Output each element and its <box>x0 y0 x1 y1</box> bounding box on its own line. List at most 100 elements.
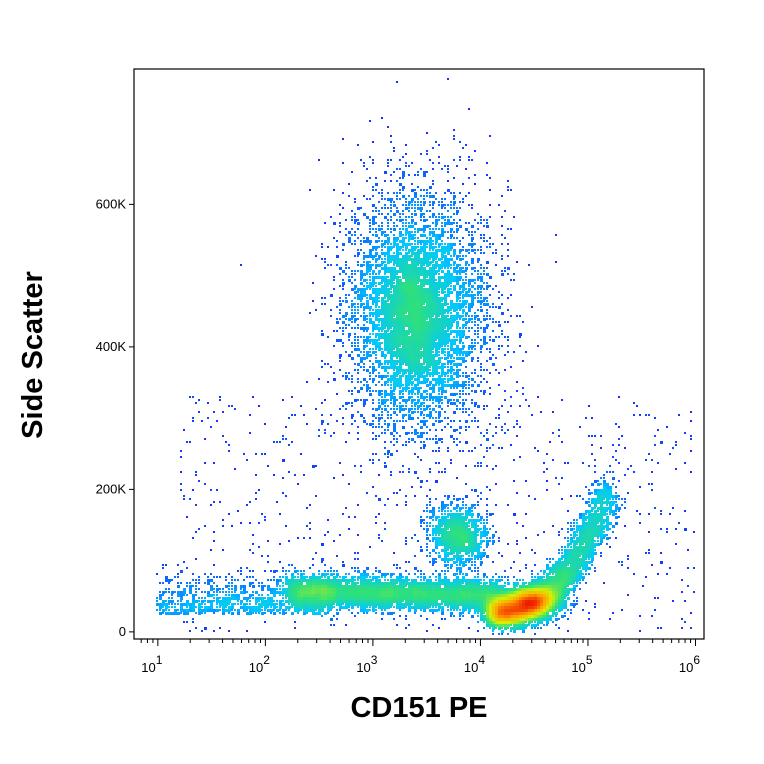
event-dot <box>387 255 390 258</box>
event-dot <box>471 339 473 341</box>
event-dot <box>570 546 572 548</box>
event-dot <box>591 549 594 552</box>
event-dot <box>255 492 257 494</box>
event-dot <box>264 519 266 521</box>
event-dot <box>483 303 486 306</box>
event-dot <box>327 423 329 425</box>
event-dot <box>345 573 347 575</box>
event-dot <box>579 537 582 540</box>
event-dot <box>261 597 264 600</box>
event-dot <box>483 336 486 339</box>
event-dot <box>393 387 396 390</box>
event-dot <box>480 264 482 266</box>
event-dot <box>450 216 452 218</box>
event-dot <box>426 399 428 401</box>
event-dot <box>264 597 266 599</box>
event-dot <box>405 432 408 435</box>
event-dot <box>243 453 245 455</box>
event-dot <box>357 237 359 239</box>
event-dot <box>297 603 300 606</box>
event-dot <box>366 288 368 290</box>
event-dot <box>378 375 381 378</box>
event-dot <box>423 339 426 342</box>
event-dot <box>366 168 368 170</box>
event-dot <box>459 342 461 344</box>
event-dot <box>453 378 455 380</box>
event-dot <box>321 402 323 404</box>
event-dot <box>432 516 434 518</box>
event-dot <box>462 522 465 525</box>
event-dot <box>231 606 234 609</box>
event-dot <box>426 369 429 372</box>
event-dot <box>237 510 239 512</box>
event-dot <box>369 297 372 300</box>
event-dot <box>282 570 284 572</box>
event-dot <box>378 255 381 258</box>
event-dot <box>363 363 365 365</box>
event-dot <box>390 327 392 329</box>
event-dot <box>357 381 359 383</box>
event-dot <box>465 441 468 444</box>
event-dot <box>444 339 447 342</box>
event-dot <box>450 459 452 461</box>
event-dot <box>432 267 435 270</box>
event-dot <box>480 609 483 612</box>
event-dot <box>618 510 620 512</box>
event-dot <box>426 192 428 194</box>
event-dot <box>447 291 450 294</box>
event-dot <box>405 561 407 563</box>
event-dot <box>438 516 440 518</box>
event-dot <box>561 498 563 500</box>
event-dot <box>492 627 495 630</box>
event-dot <box>588 555 591 558</box>
event-dot <box>345 582 348 585</box>
event-dot <box>450 321 453 324</box>
event-dot <box>390 297 393 300</box>
event-dot <box>366 399 368 401</box>
event-dot <box>357 363 360 366</box>
event-dot <box>594 531 597 534</box>
event-dot <box>486 309 488 311</box>
event-dot <box>471 351 473 353</box>
event-dot <box>594 489 597 492</box>
event-dot <box>450 246 453 249</box>
event-dot <box>375 453 377 455</box>
event-dot <box>375 315 378 318</box>
event-dot <box>384 252 387 255</box>
event-dot <box>396 432 398 434</box>
event-dot <box>393 171 395 173</box>
event-dot <box>561 477 563 479</box>
event-dot <box>447 579 450 582</box>
event-dot <box>495 417 497 419</box>
event-dot <box>393 327 396 330</box>
event-dot <box>669 453 671 455</box>
event-dot <box>483 573 486 576</box>
event-dot <box>429 600 432 603</box>
event-dot <box>666 531 668 533</box>
event-dot <box>471 327 473 329</box>
event-dot <box>363 294 366 297</box>
event-dot <box>471 516 473 518</box>
event-dot <box>435 579 437 581</box>
event-dot <box>381 195 383 197</box>
event-dot <box>459 330 462 333</box>
event-dot <box>378 282 381 285</box>
event-dot <box>474 489 477 492</box>
event-dot <box>222 600 225 603</box>
event-dot <box>627 567 629 569</box>
event-dot <box>432 423 435 426</box>
event-dot <box>366 345 368 347</box>
event-dot <box>228 585 230 587</box>
event-dot <box>435 519 437 521</box>
event-dot <box>474 558 476 560</box>
event-dot <box>477 357 479 359</box>
event-dot <box>498 537 500 539</box>
event-dot <box>375 576 378 579</box>
event-dot <box>429 273 432 276</box>
event-dot <box>372 279 375 282</box>
event-dot <box>387 288 390 291</box>
event-dot <box>366 576 368 578</box>
event-dot <box>390 330 393 333</box>
event-dot <box>393 573 395 575</box>
event-dot <box>420 195 422 197</box>
